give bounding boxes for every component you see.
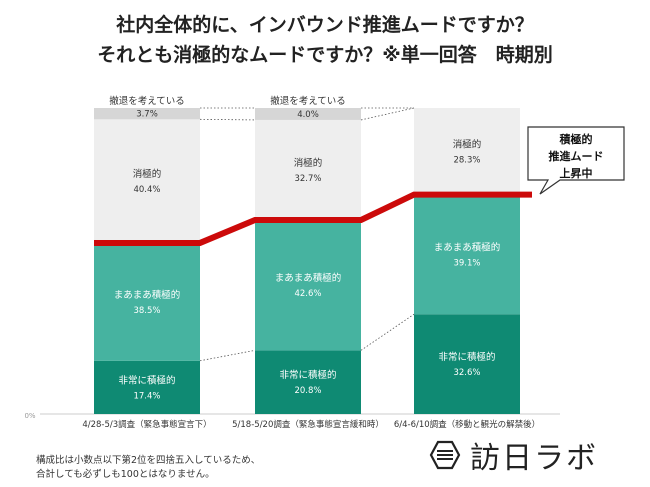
segment-name-2-1: まあまあ積極的 <box>114 289 181 301</box>
bar-segment-1-2 <box>255 350 361 414</box>
data-label-1-3: 32.6% <box>453 368 480 378</box>
bar-segment-2-1 <box>94 242 200 361</box>
data-label-3-2: 32.7% <box>294 174 321 184</box>
segment-name-3-3: 消極的 <box>453 138 482 150</box>
data-label-3-1: 40.4% <box>133 185 160 195</box>
y-tick-label-0: 0% <box>24 412 35 420</box>
segment-name-2-3: まあまあ積極的 <box>434 241 501 253</box>
segment-name-3-2: 消極的 <box>294 157 323 169</box>
x-tick-label-1: 4/28-5/3調査（緊急事態宣言下） <box>82 419 211 430</box>
logo-mark-icon <box>429 440 461 470</box>
withdraw-header-2: 撤退を考えている <box>270 95 346 107</box>
data-label-2-2: 42.6% <box>294 289 321 299</box>
connector-0-1 <box>199 349 256 362</box>
callout-box <box>527 126 625 195</box>
x-tick-label-2: 5/18-5/20調査（緊急事態宣言緩和時） <box>232 419 384 430</box>
highlight-line <box>94 191 532 246</box>
chart-title-line-2: それとも消極的なムードですか？※単一回答 時期別 <box>97 44 553 66</box>
connector-2-1 <box>199 118 256 121</box>
brand-logo: 訪日ラボ <box>428 433 598 477</box>
bar-segment-3-3 <box>414 108 520 195</box>
segment-name-1-1: 非常に積極的 <box>118 374 175 386</box>
connector-2-2 <box>360 107 415 121</box>
data-label-4-2: 4.0% <box>297 110 319 120</box>
bar-segment-1-3 <box>414 314 520 414</box>
bar-segment-2-2 <box>255 219 361 351</box>
data-label-1-2: 20.8% <box>294 386 321 396</box>
chart-title-line-1: 社内全体的に、インバウンド推進ムードですか？ <box>116 14 534 36</box>
bar-segment-3-2 <box>255 119 361 220</box>
segment-name-1-3: 非常に積極的 <box>438 351 495 363</box>
data-label-1-1: 17.4% <box>133 391 160 401</box>
bar-segment-4-1 <box>94 108 200 120</box>
data-label-2-1: 38.5% <box>133 306 160 316</box>
data-label-3-3: 28.3% <box>453 155 480 165</box>
connector-0-2 <box>360 313 415 351</box>
footnote-line-2: 合計しても必ずしも100とはなりません。 <box>36 469 215 480</box>
bar-segment-1-1 <box>94 360 200 414</box>
footnote-line-1: 構成比は小数点以下第2位を四捨五入しているため、 <box>36 455 261 466</box>
bar-segment-3-1 <box>94 119 200 243</box>
data-label-2-3: 39.1% <box>453 258 480 268</box>
callout-text-2: 推進ムード <box>549 149 604 163</box>
bar-segment-2-3 <box>414 194 520 315</box>
segment-name-3-1: 消極的 <box>133 168 162 180</box>
withdraw-header-1: 撤退を考えている <box>109 95 185 107</box>
bar-segment-4-2 <box>255 108 361 120</box>
callout-text-3: 上昇中 <box>560 166 593 180</box>
logo-text: 訪日ラボ <box>470 441 598 476</box>
callout-text-1: 積極的 <box>559 132 593 146</box>
data-label-4-1: 3.7% <box>136 110 158 120</box>
segment-name-2-2: まあまあ積極的 <box>275 272 342 284</box>
segment-name-1-2: 非常に積極的 <box>279 369 336 381</box>
x-tick-label-3: 6/4-6/10調査（移動と観光の解禁後） <box>394 419 540 430</box>
